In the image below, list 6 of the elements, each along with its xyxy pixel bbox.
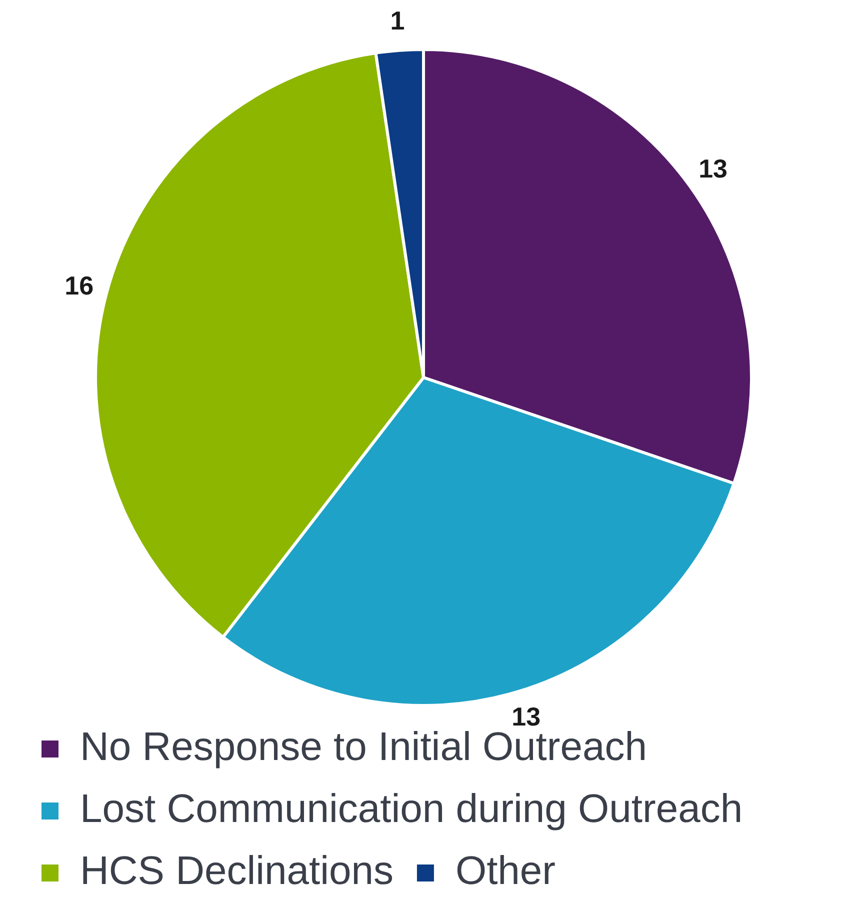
legend-label: HCS Declinations	[80, 849, 394, 894]
data-label: 13	[698, 154, 728, 184]
data-label: 1	[390, 6, 405, 36]
legend-label: Lost Communication during Outreach	[80, 787, 743, 832]
data-label: 16	[64, 270, 94, 301]
legend-label: Other	[455, 849, 556, 894]
